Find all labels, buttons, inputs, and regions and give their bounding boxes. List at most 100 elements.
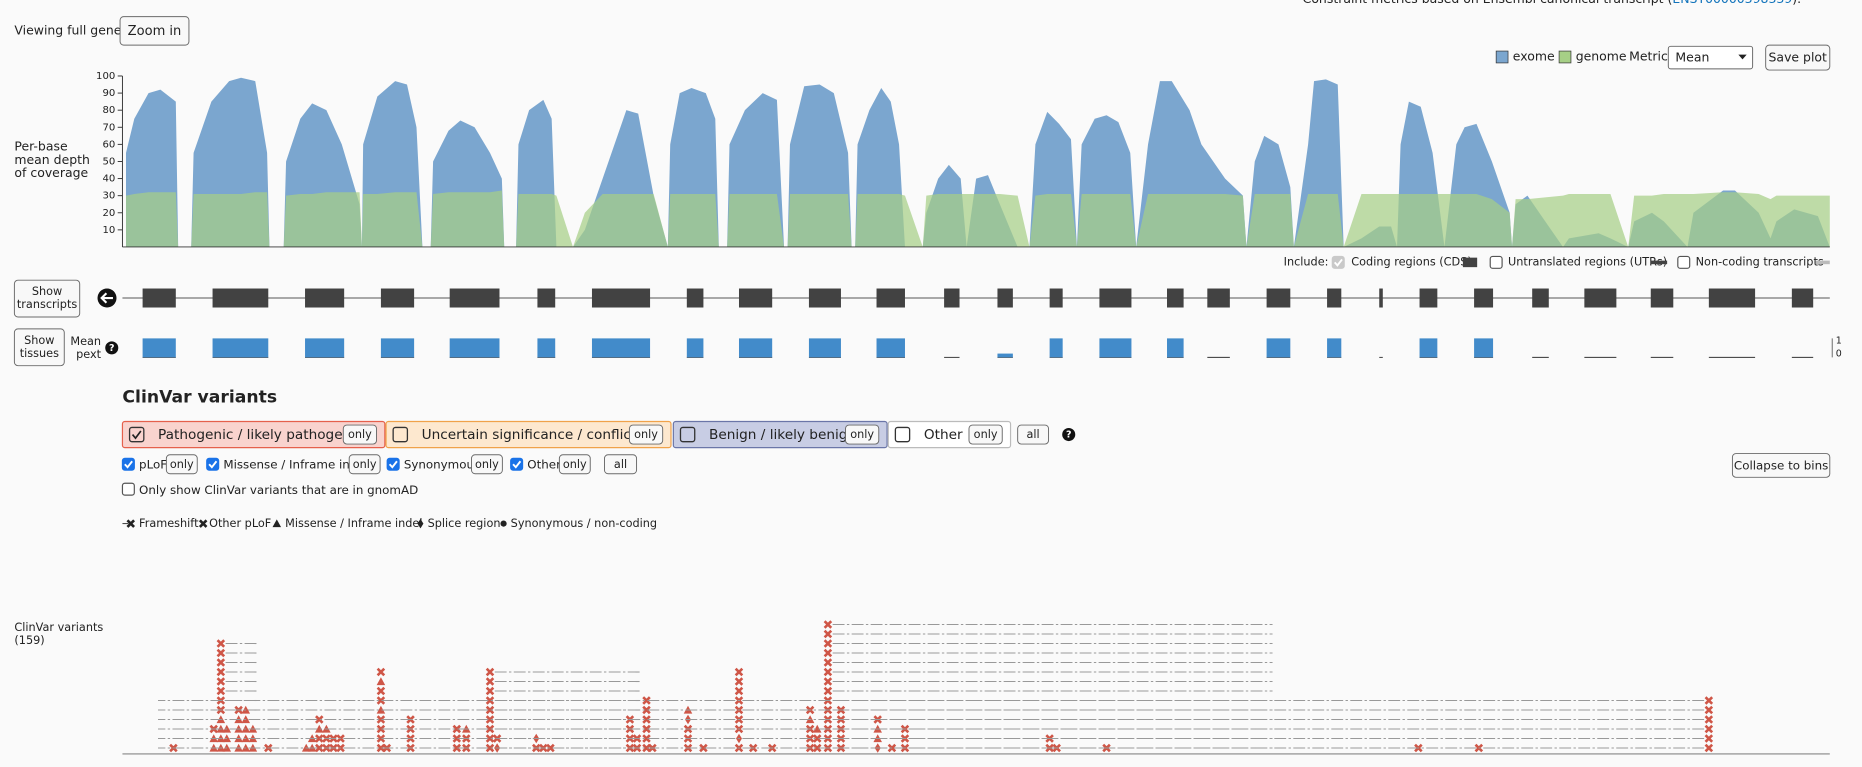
transcript-link[interactable]: ENST00000398339 [1672,0,1792,5]
category-only-button-box[interactable] [342,424,378,445]
consequence-checkbox-check[interactable] [512,460,522,469]
zoom-in-button[interactable]: Zoom in [119,16,190,46]
category-all-button-box[interactable] [1017,424,1050,445]
category-only-button-text[interactable]: only [634,428,658,441]
include-checkbox-box[interactable] [1489,255,1503,269]
category-only-button[interactable]: only [628,424,664,445]
category-checkbox[interactable] [679,426,696,443]
include-checkbox[interactable] [1331,255,1345,269]
metric-select[interactable] [1667,45,1754,70]
collapse-button-text[interactable]: Collapse to bins [1734,459,1828,473]
category-checkbox[interactable] [894,426,911,443]
category-label[interactable]: Other [924,427,963,443]
category-only-button-box[interactable] [845,424,880,445]
consequence-checkbox[interactable] [386,457,400,471]
category-only-button[interactable]: only [342,424,378,445]
category-filter[interactable]: Pathogenic / likely pathogenic [121,420,386,449]
show-tissues-text[interactable]: tissues [20,347,59,360]
variant-marker [642,734,651,743]
consequence-checkbox-check[interactable] [388,460,398,469]
gnomad-only-checkbox-box[interactable] [121,482,135,496]
variant-marker [452,743,462,753]
include-checkbox-box[interactable] [1677,255,1691,269]
consequence-only-button-text[interactable]: only [353,458,377,471]
category-all-button[interactable]: all [1017,424,1050,445]
consequence-checkbox-check[interactable] [124,460,133,469]
category-label[interactable]: Benign / likely benign [709,427,856,443]
consequence-checkbox[interactable] [510,457,524,471]
category-filter[interactable]: Uncertain significance / conflicting [385,420,672,449]
category-filter[interactable]: Benign / likely benign [672,420,888,449]
consequence-only-button-box[interactable] [348,454,381,475]
consequence-only-button-box[interactable] [471,454,503,475]
consequence-only-button-text[interactable]: only [475,458,499,471]
consequence-only-button[interactable]: only [348,454,381,475]
category-only-button[interactable]: only [845,424,880,445]
show-transcripts-box[interactable] [13,279,81,318]
variant-marker [452,734,462,743]
category-checkbox[interactable] [392,426,409,443]
show-transcripts-text[interactable]: Show [32,285,62,298]
help-icon[interactable] [1062,428,1076,442]
consequence-all-button[interactable]: all [604,454,638,475]
consequence-checkbox-box[interactable] [510,457,524,471]
consequence-checkbox-box[interactable] [386,457,400,471]
consequence-only-button[interactable]: only [471,454,503,475]
category-only-button-text[interactable]: only [348,428,372,441]
include-checkbox[interactable] [1677,255,1691,269]
show-tissues-box[interactable] [13,328,65,367]
category-all-button-text[interactable]: all [1027,428,1040,441]
category-checkbox[interactable] [128,426,145,443]
collapse-button[interactable]: Collapse to bins [1731,453,1831,478]
save-plot-button-box[interactable] [1765,44,1831,71]
gnomad-only-checkbox[interactable] [121,482,135,496]
consequence-only-button-box[interactable] [558,454,591,475]
exon [1379,288,1383,308]
cds-swatch [1462,257,1478,268]
save-plot-button[interactable]: Save plot [1765,44,1831,71]
include-checkbox[interactable] [1489,255,1503,269]
pext-bar [449,338,500,358]
include-checkbox-check[interactable] [1333,258,1343,267]
consequence-only-button-text[interactable]: only [170,458,194,471]
category-box[interactable] [385,420,672,449]
show-tissues-text[interactable]: Show [24,334,54,347]
collapse-button-box[interactable] [1731,453,1831,478]
save-plot-button-text[interactable]: Save plot [1769,50,1828,65]
consequence-only-button[interactable]: only [558,454,591,475]
zoom-in-button-text[interactable]: Zoom in [128,24,182,39]
category-only-button-box[interactable] [628,424,664,445]
include-checkbox-box[interactable] [1331,255,1345,269]
consequence-checkbox-box[interactable] [206,457,220,471]
help-icon-text[interactable]: ? [1066,430,1072,441]
category-only-button-box[interactable] [968,424,1003,445]
constraint-end: ). [1792,0,1801,5]
consequence-only-button-box[interactable] [165,454,198,475]
consequence-only-button[interactable]: only [165,454,198,475]
exon [686,288,704,308]
consequence-checkbox-check[interactable] [208,460,218,469]
zoom-in-button-box[interactable] [119,16,190,46]
category-label[interactable]: Pathogenic / likely pathogenic [158,427,362,443]
category-only-button-text[interactable]: only [850,428,874,441]
category-only-button[interactable]: only [968,424,1003,445]
include-label: Include: [1284,255,1329,268]
variant-marker [376,686,386,696]
category-label[interactable]: Uncertain significance / conflicting [422,427,658,443]
consequence-checkbox[interactable] [121,457,135,471]
show-transcripts-text[interactable]: transcripts [17,298,77,311]
category-check[interactable] [131,430,142,440]
category-only-button-text[interactable]: only [974,428,998,441]
category-box[interactable] [121,420,386,449]
strand-arrow-glyph [100,292,113,304]
consequence-checkbox[interactable] [206,457,220,471]
consequence-only-button-text[interactable]: only [563,458,587,471]
help-icon-text[interactable]: ? [109,343,115,354]
help-icon[interactable] [105,341,119,355]
consequence-all-button-box[interactable] [604,454,638,475]
consequence-checkbox-box[interactable] [121,457,135,471]
category-box[interactable] [672,420,888,449]
consequence-all-button-text[interactable]: all [614,458,627,471]
